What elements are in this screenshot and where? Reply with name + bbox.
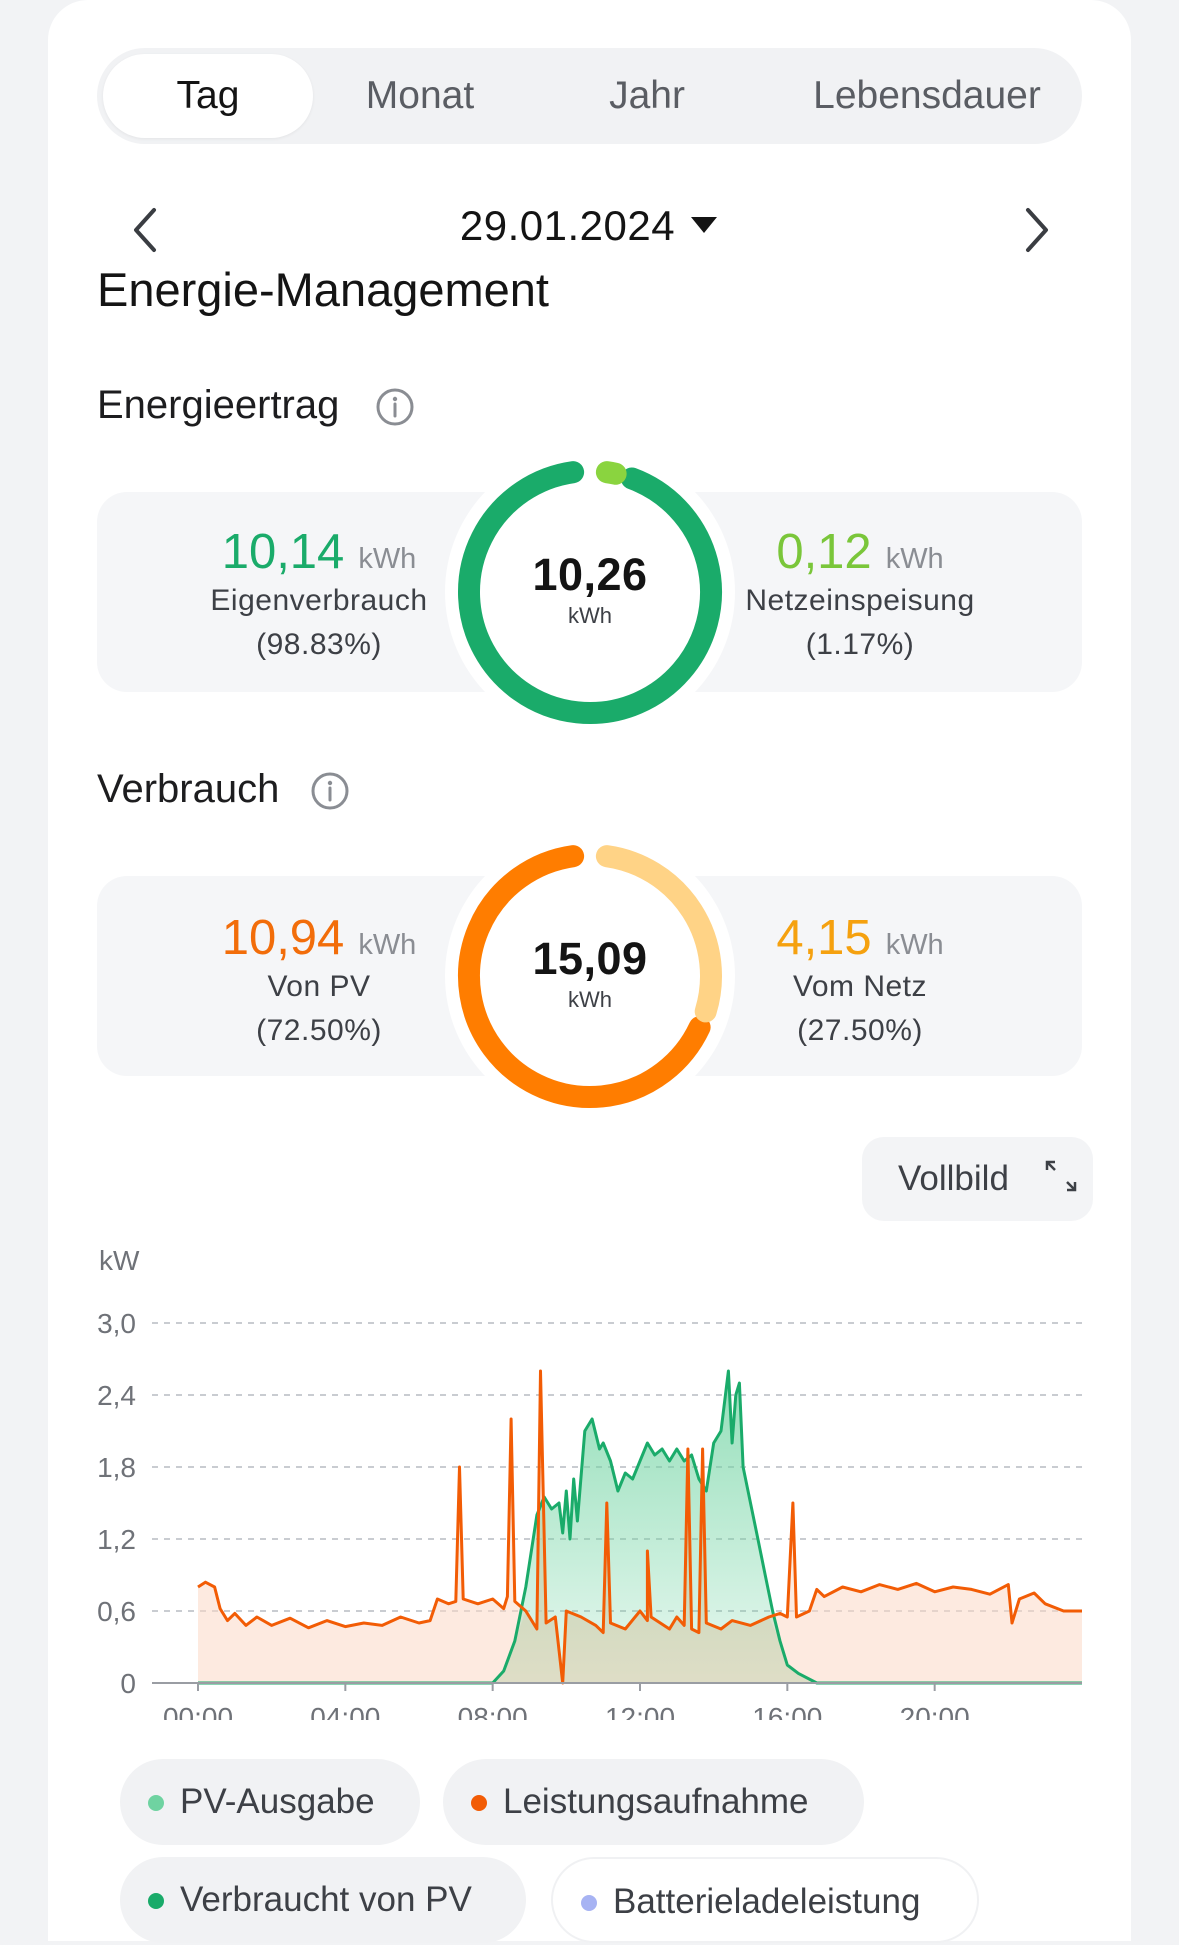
from-pv-arc bbox=[458, 845, 711, 1108]
y-tick-label: 2,4 bbox=[97, 1380, 136, 1411]
x-tick-label: 20:00 bbox=[900, 1702, 970, 1720]
from-pv-stat: 10,94 kWh Von PV (72.50%) bbox=[154, 910, 484, 1048]
grid-feed-arc bbox=[595, 461, 627, 485]
from-pv-value: 10,94 bbox=[221, 911, 345, 965]
tab-lifetime[interactable]: Lebensdauer bbox=[813, 74, 1041, 117]
from-grid-arc bbox=[595, 845, 722, 1023]
chevron-right-icon[interactable] bbox=[1016, 200, 1056, 260]
self-consumption-percent: (98.83%) bbox=[256, 628, 382, 661]
legend-dot bbox=[471, 1795, 487, 1811]
page-title: Energie-Management bbox=[97, 263, 549, 316]
x-tick-label: 00:00 bbox=[163, 1702, 233, 1720]
legend-label: Batterieladeleistung bbox=[613, 1882, 921, 1921]
fullscreen-label: Vollbild bbox=[898, 1159, 1009, 1198]
consumption-donut: 15,09 kWh bbox=[445, 831, 735, 1121]
x-tick-label: 16:00 bbox=[752, 1702, 822, 1720]
legend-label: Verbraucht von PV bbox=[180, 1880, 472, 1919]
legend-consumed-from-pv[interactable]: Verbraucht von PV bbox=[120, 1857, 526, 1943]
grid-feed-stat: 0,12 kWh Netzeinspeisung (1.17%) bbox=[695, 524, 1025, 662]
grid-feed-label: Netzeinspeisung bbox=[745, 584, 975, 617]
y-tick-label: 3,0 bbox=[97, 1308, 136, 1339]
legend-label: PV-Ausgabe bbox=[180, 1782, 375, 1821]
from-pv-percent: (72.50%) bbox=[256, 1014, 382, 1047]
date-label: 29.01.2024 bbox=[459, 202, 676, 249]
grid-feed-percent: (1.17%) bbox=[805, 628, 915, 661]
consumption-total: 15,09 bbox=[532, 933, 648, 984]
power-consumption-line bbox=[197, 1369, 1082, 1685]
self-consumption-unit: kWh bbox=[358, 543, 417, 575]
period-tabs: Tag Monat Jahr Lebensdauer bbox=[97, 48, 1082, 144]
legend-dot bbox=[148, 1893, 164, 1909]
info-icon[interactable] bbox=[310, 771, 350, 811]
from-pv-label: Von PV bbox=[267, 970, 371, 1003]
x-tick-label: 12:00 bbox=[605, 1702, 675, 1720]
from-grid-label: Vom Netz bbox=[792, 970, 928, 1003]
x-tick-label: 04:00 bbox=[310, 1702, 380, 1720]
grid-feed-unit: kWh bbox=[885, 543, 944, 575]
expand-icon bbox=[1045, 1160, 1077, 1192]
grid-feed-value: 0,12 bbox=[776, 525, 872, 579]
self-consumption-stat: 10,14 kWh Eigenverbrauch (98.83%) bbox=[154, 524, 484, 662]
x-tick-label: 08:00 bbox=[458, 1702, 528, 1720]
pv-output-area bbox=[198, 1371, 1082, 1683]
from-grid-stat: 4,15 kWh Vom Netz (27.50%) bbox=[695, 910, 1025, 1048]
self-consumption-arc bbox=[458, 461, 722, 724]
pv-output-line bbox=[198, 1369, 1082, 1685]
from-grid-percent: (27.50%) bbox=[797, 1014, 923, 1047]
from-pv-unit: kWh bbox=[358, 929, 417, 961]
self-consumption-value: 10,14 bbox=[221, 525, 345, 579]
consumption-total-unit: kWh bbox=[568, 987, 612, 1012]
energy-yield-total-unit: kWh bbox=[568, 603, 612, 628]
tab-year[interactable]: Jahr bbox=[609, 74, 685, 117]
y-axis-unit: kW bbox=[99, 1245, 140, 1276]
y-tick-label: 1,2 bbox=[97, 1524, 136, 1555]
info-icon[interactable] bbox=[375, 387, 415, 427]
tab-day[interactable]: Tag bbox=[103, 54, 313, 138]
power-consumption-area bbox=[198, 1371, 1082, 1683]
self-consumption-label: Eigenverbrauch bbox=[210, 584, 428, 617]
y-tick-label: 0 bbox=[120, 1668, 136, 1699]
fullscreen-button[interactable]: Vollbild bbox=[862, 1137, 1093, 1221]
from-grid-value: 4,15 bbox=[776, 911, 872, 965]
date-selector[interactable]: 29.01.2024 bbox=[48, 202, 1131, 250]
energy-yield-donut: 10,26 kWh bbox=[445, 447, 735, 737]
from-grid-unit: kWh bbox=[885, 929, 944, 961]
legend-power-consumption[interactable]: Leistungsaufnahme bbox=[443, 1759, 864, 1845]
power-chart[interactable]: kW 0 0,6 1,2 1,8 2,4 3,0 00:00 04:00 08:00 12:00 1… bbox=[0, 1220, 1179, 1720]
energy-yield-title: Energieertrag bbox=[97, 383, 340, 427]
consumption-title: Verbrauch bbox=[97, 767, 280, 811]
legend-dot bbox=[581, 1895, 597, 1911]
consumed-from-pv-area bbox=[198, 1461, 1082, 1683]
tab-month[interactable]: Monat bbox=[365, 74, 475, 117]
caret-down-icon bbox=[691, 216, 718, 233]
legend-label: Leistungsaufnahme bbox=[503, 1782, 809, 1821]
y-tick-label: 0,6 bbox=[97, 1596, 136, 1627]
chevron-left-icon[interactable] bbox=[126, 200, 166, 260]
legend-battery-charge[interactable]: Batterieladeleistung bbox=[551, 1857, 979, 1943]
legend-pv-output[interactable]: PV-Ausgabe bbox=[120, 1759, 420, 1845]
y-tick-label: 1,8 bbox=[97, 1452, 136, 1483]
legend-dot bbox=[148, 1795, 164, 1811]
main-card: Tag Monat Jahr Lebensdauer 29.01.2024 En… bbox=[48, 0, 1131, 1941]
energy-yield-total: 10,26 bbox=[532, 549, 648, 600]
